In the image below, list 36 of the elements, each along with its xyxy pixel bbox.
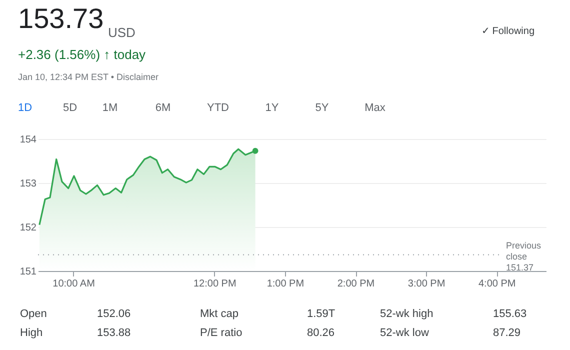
text: 5Y [315, 102, 330, 114]
text: 52-wk low [380, 327, 429, 339]
text: 153.73 [18, 3, 104, 34]
x-tick-label: 3:00 PM [408, 278, 446, 290]
text: 1.59T [307, 308, 336, 320]
text: Jan 10, 12:34 PM EST • Disclaimer [18, 72, 159, 82]
text: USD [108, 25, 136, 40]
y-tick-label: 152 [20, 222, 37, 234]
text: 1M [102, 102, 118, 114]
text: YTD [207, 102, 230, 114]
text: Mkt cap [200, 308, 239, 320]
y-tick-label: 151 [20, 266, 37, 278]
x-tick-label: 12:00 PM [193, 278, 236, 290]
text: 1D [18, 102, 32, 114]
text: 1Y [265, 102, 280, 114]
text: High [20, 327, 43, 339]
x-tick-label: 1:00 PM [266, 278, 304, 290]
text: Max [364, 102, 386, 114]
x-tick-label: 10:00 AM [52, 278, 95, 290]
text: +2.36 (1.56%) ↑ today [18, 47, 146, 62]
text: P/E ratio [200, 327, 242, 339]
text: 80.26 [307, 327, 335, 339]
text: 6M [155, 102, 171, 114]
y-tick-label: 153 [20, 178, 37, 190]
x-tick-label: 2:00 PM [337, 278, 375, 290]
ref-line-label: Previous close 151.37 [506, 240, 542, 273]
y-tick-label: 154 [20, 134, 37, 146]
text: 155.63 [493, 308, 527, 320]
text: 153.88 [97, 327, 131, 339]
text: Open [20, 308, 47, 320]
text: 5D [62, 102, 78, 114]
text: ✓ Following [481, 26, 535, 37]
text: 152.06 [97, 308, 131, 320]
x-tick-label: 4:00 PM [478, 278, 516, 290]
text: 87.29 [493, 327, 521, 339]
text: 52-wk high [380, 308, 434, 320]
